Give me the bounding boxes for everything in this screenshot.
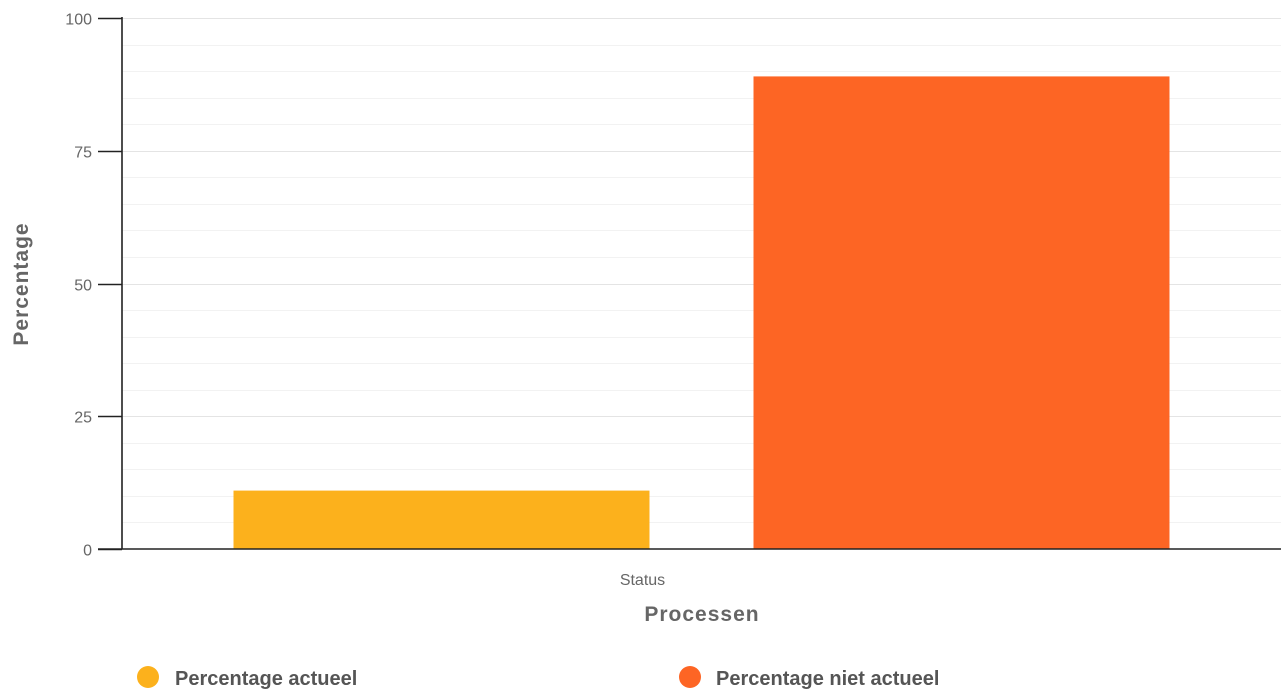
legend: Percentage actueel Percentage niet actue… (137, 666, 939, 690)
y-tick-label: 50 (74, 278, 92, 295)
legend-label-percentage-niet-actueel: Percentage niet actueel (716, 668, 939, 690)
axes (98, 17, 1281, 550)
x-axis-title: Processen (644, 603, 759, 626)
y-axis-title: Percentage (10, 222, 33, 345)
y-tick-label: 25 (74, 410, 92, 427)
y-tick-label: 75 (74, 145, 92, 162)
legend-item-percentage-actueel[interactable]: Percentage actueel (137, 666, 357, 690)
legend-item-percentage-niet-actueel[interactable]: Percentage niet actueel (679, 666, 939, 690)
bar-percentage-actueel[interactable] (233, 490, 650, 549)
y-tick-label: 100 (65, 12, 92, 29)
y-axis-ticks: 0 25 50 75 100 (65, 12, 122, 560)
y-tick-label: 0 (83, 543, 92, 560)
bars (233, 76, 1170, 549)
bar-percentage-niet-actueel[interactable] (753, 76, 1170, 549)
x-category-label: Status (620, 572, 665, 589)
legend-label-percentage-actueel: Percentage actueel (175, 668, 357, 690)
legend-swatch-percentage-niet-actueel (679, 666, 701, 688)
legend-swatch-percentage-actueel (137, 666, 159, 688)
x-axis-categories: Status (620, 572, 665, 589)
